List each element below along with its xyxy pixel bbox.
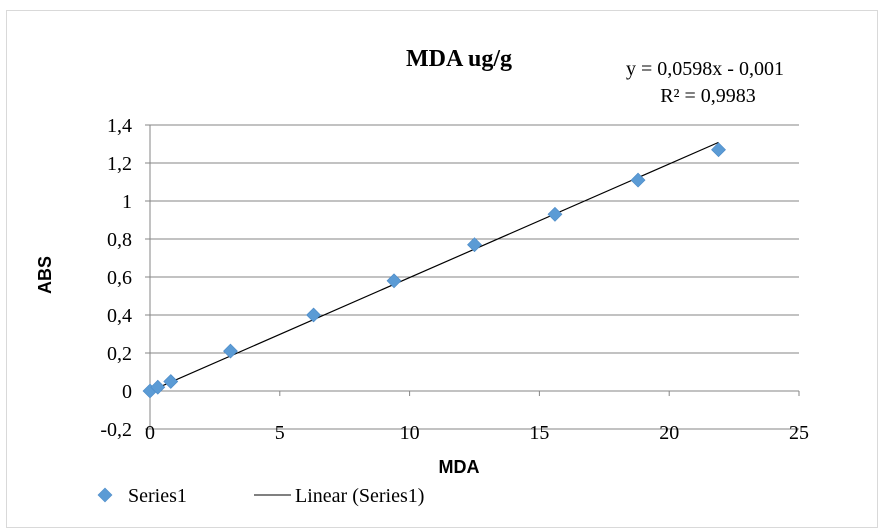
y-tick-label: 0,2: [107, 343, 132, 365]
trendline-equation: y = 0,0598x - 0,001: [626, 58, 784, 80]
y-tick-label: 1,4: [107, 115, 132, 137]
y-axis-title: ABS: [35, 256, 55, 294]
legend: Series1 Linear (Series1): [97, 485, 424, 507]
x-tick-label: 5: [275, 422, 285, 444]
y-tick-label: 0,8: [107, 229, 132, 251]
chart-title: MDA ug/g: [406, 46, 512, 72]
data-points: [142, 142, 726, 399]
chart-area: -0,2 0 0,2 0,4 0,6 0,8 1 1,2 1,4 0 5 10 15 20 25 MDA u…: [6, 10, 878, 528]
x-axis-title: MDA: [439, 457, 480, 477]
data-point: [163, 374, 179, 389]
gridlines: [150, 124, 799, 430]
data-point: [223, 343, 238, 359]
tick-labels: -0,2 0 0,2 0,4 0,6 0,8 1 1,2 1,4 0 5 10 15 20 25: [100, 115, 809, 444]
x-tick-label: 25: [789, 422, 809, 444]
y-tick-label: 0: [122, 381, 132, 403]
data-point: [711, 142, 726, 158]
legend-label-series1: Series1: [128, 485, 187, 507]
r-squared-label: R² = 0,9983: [660, 85, 756, 107]
y-tick-label: -0,2: [100, 419, 132, 441]
data-point: [630, 172, 646, 188]
y-tick-label: 0,4: [107, 305, 132, 327]
data-point: [386, 273, 402, 289]
x-tick-label: 0: [145, 422, 155, 444]
x-tick-label: 10: [400, 422, 420, 444]
data-point: [467, 237, 482, 253]
data-point: [150, 379, 166, 395]
axes: [145, 124, 800, 430]
legend-marker-series1: [97, 487, 113, 503]
y-tick-label: 0,6: [107, 267, 132, 289]
legend-label-trendline: Linear (Series1): [295, 485, 424, 507]
data-point: [306, 307, 321, 323]
x-tick-label: 15: [529, 422, 549, 444]
trendline-group: [149, 141, 719, 392]
trendline: [149, 141, 719, 392]
data-point: [547, 206, 563, 222]
y-tick-label: 1: [122, 191, 132, 213]
y-tick-label: 1,2: [107, 153, 132, 175]
scatter-chart: -0,2 0 0,2 0,4 0,6 0,8 1 1,2 1,4 0 5 10 15 20 25 MDA u…: [35, 46, 809, 507]
x-tick-label: 20: [659, 422, 679, 444]
